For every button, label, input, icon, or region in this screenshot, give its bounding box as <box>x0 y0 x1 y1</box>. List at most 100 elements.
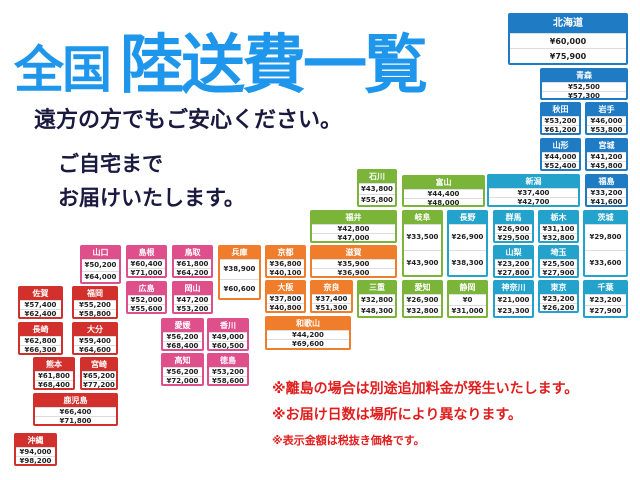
prefecture-name: 熊本 <box>35 359 73 371</box>
price-standard: ¥23,200 <box>495 259 532 268</box>
price-alt: ¥27,900 <box>585 305 626 316</box>
price-standard: ¥65,200 <box>82 371 116 380</box>
prefecture-name: 栃木 <box>540 212 577 224</box>
prefecture-name: 兵庫 <box>220 247 259 259</box>
prefecture-box: 新潟 ¥37,400 ¥42,700 <box>487 174 580 207</box>
price-standard: ¥56,200 <box>163 332 202 341</box>
tagline-line2: お届けいたします。 <box>58 186 245 210</box>
price-standard: ¥41,200 <box>587 152 626 161</box>
prefecture-box: 徳島 ¥53,200 ¥58,600 <box>207 353 249 386</box>
price-alt: ¥42,700 <box>489 197 578 206</box>
prefecture-box: 鳥取 ¥61,800 ¥64,200 <box>172 245 213 278</box>
price-standard: ¥52,000 <box>128 295 165 304</box>
prefecture-name: 岡山 <box>174 283 211 295</box>
price-standard: ¥56,200 <box>163 367 202 376</box>
prefecture-name: 山形 <box>542 140 579 152</box>
prefecture-name: 茨城 <box>585 212 626 224</box>
price-standard: ¥25,500 <box>540 259 577 268</box>
price-standard: ¥33,200 <box>587 188 626 197</box>
price-alt: ¥52,400 <box>542 161 579 170</box>
price-standard: ¥60,000 <box>510 33 626 48</box>
prefecture-name: 福島 <box>587 176 626 188</box>
prefecture-box: 青森 ¥52,500 ¥57,300 <box>540 68 628 100</box>
prefecture-name: 宮城 <box>587 140 626 152</box>
prefecture-name: 鹿児島 <box>35 395 116 407</box>
price-alt: ¥27,900 <box>540 268 577 277</box>
prefecture-box: 北海道 ¥60,000 ¥75,900 <box>508 13 628 65</box>
price-standard: ¥37,400 <box>489 188 578 197</box>
prefecture-name: 福井 <box>312 212 395 224</box>
price-alt: ¥68,400 <box>35 380 73 389</box>
prefecture-box: 和歌山 ¥44,200 ¥69,600 <box>265 316 351 350</box>
price-alt: ¥29,500 <box>495 233 532 242</box>
prefecture-name: 新潟 <box>489 176 578 188</box>
title-part2: 陸送費一覧 <box>120 29 428 103</box>
price-standard: ¥44,200 <box>267 330 349 339</box>
price-alt: ¥27,800 <box>495 268 532 277</box>
tagline: 遠方の方でもご安心ください。 <box>34 108 343 133</box>
price-standard: ¥49,000 <box>209 332 247 341</box>
page-title: 全国 陸送費一覧 <box>14 14 428 106</box>
prefecture-box: 岡山 ¥47,200 ¥53,200 <box>172 281 213 314</box>
tagline-line1: ご自宅まで <box>58 152 163 176</box>
price-standard: ¥61,800 <box>35 371 73 380</box>
prefecture-box: 高知 ¥56,200 ¥72,000 <box>161 353 204 386</box>
prefecture-box: 愛知 ¥26,900 ¥32,800 <box>402 280 443 318</box>
prefecture-box: 沖縄 ¥94,000 ¥98,200 <box>14 433 57 466</box>
prefecture-box: 栃木 ¥31,100 ¥32,800 <box>538 210 579 243</box>
prefecture-box: 山口 ¥50,200 ¥64,000 <box>80 245 121 284</box>
prefecture-box: 滋賀 ¥35,900 ¥36,900 <box>310 245 397 278</box>
price-alt: ¥64,600 <box>74 345 116 354</box>
price-alt: ¥58,600 <box>209 376 247 385</box>
prefecture-name: 富山 <box>404 177 483 189</box>
prefecture-box: 長崎 ¥62,800 ¥66,300 <box>18 322 63 355</box>
price-alt: ¥38,300 <box>449 249 486 276</box>
price-standard: ¥42,800 <box>312 224 395 233</box>
price-alt: ¥69,600 <box>267 339 349 348</box>
prefecture-box: 宮崎 ¥65,200 ¥77,200 <box>80 357 118 390</box>
price-standard: ¥52,500 <box>542 82 626 91</box>
price-alt: ¥26,200 <box>540 303 577 312</box>
prefecture-box: 山梨 ¥23,200 ¥27,800 <box>493 245 534 278</box>
price-alt: ¥51,300 <box>312 303 351 312</box>
prefecture-box: 三重 ¥32,800 ¥48,300 <box>357 280 397 318</box>
price-alt: ¥75,900 <box>510 48 626 63</box>
price-standard: ¥60,400 <box>128 259 165 268</box>
prefecture-name: 青森 <box>542 70 626 82</box>
price-standard: ¥43,800 <box>359 183 395 194</box>
prefecture-box: 香川 ¥49,000 ¥60,500 <box>207 318 249 351</box>
price-alt: ¥40,800 <box>267 303 304 312</box>
prefecture-name: 徳島 <box>209 355 247 367</box>
price-standard: ¥55,200 <box>74 300 116 309</box>
price-standard: ¥44,400 <box>404 189 483 198</box>
prefecture-box: 岩手 ¥46,000 ¥53,800 <box>585 102 628 135</box>
price-alt: ¥64,000 <box>82 270 119 283</box>
prefecture-name: 鳥取 <box>174 247 211 259</box>
price-standard: ¥59,400 <box>74 336 116 345</box>
prefecture-name: 千葉 <box>585 282 626 294</box>
prefecture-box: 京都 ¥36,800 ¥40,100 <box>265 245 306 278</box>
price-standard: ¥53,200 <box>209 367 247 376</box>
price-alt: ¥60,500 <box>209 341 247 350</box>
prefecture-name: 山梨 <box>495 247 532 259</box>
price-alt: ¥47,000 <box>312 233 395 242</box>
price-standard: ¥46,000 <box>587 116 626 125</box>
prefecture-name: 宮崎 <box>82 359 116 371</box>
prefecture-box: 千葉 ¥23,200 ¥27,900 <box>583 280 628 318</box>
prefecture-name: 高知 <box>163 355 202 367</box>
price-alt: ¥71,000 <box>128 268 165 277</box>
price-alt: ¥32,800 <box>540 233 577 242</box>
prefecture-name: 静岡 <box>449 282 486 294</box>
prefecture-name: 奈良 <box>312 282 351 294</box>
price-standard: ¥37,400 <box>312 294 351 303</box>
prefecture-box: 長野 ¥26,900 ¥38,300 <box>447 210 488 277</box>
price-alt: ¥53,800 <box>587 125 626 134</box>
prefecture-name: 長崎 <box>20 324 61 336</box>
prefecture-box: 富山 ¥44,400 ¥48,000 <box>402 175 485 207</box>
prefecture-box: 兵庫 ¥38,900 ¥60,600 <box>218 245 261 300</box>
price-standard: ¥31,100 <box>540 224 577 233</box>
price-alt: ¥53,200 <box>174 304 211 313</box>
price-standard: ¥50,200 <box>82 259 119 271</box>
note-delivery-days: ※お届け日数は場所により異なります。 <box>272 407 522 423</box>
prefecture-box: 東京 ¥23,200 ¥26,200 <box>538 280 579 313</box>
